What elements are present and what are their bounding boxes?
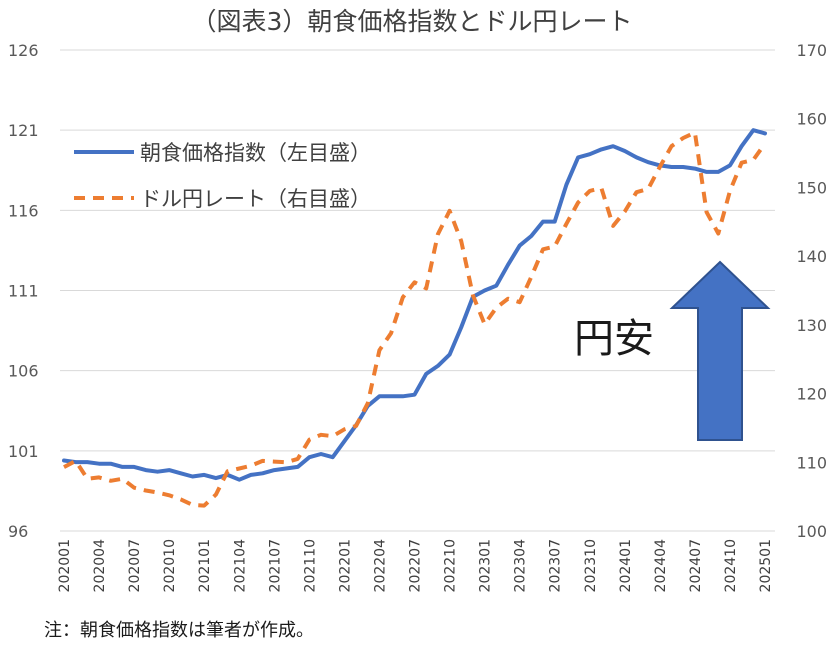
annotation-yen-weak: 円安 <box>574 316 654 362</box>
left-axis: 96 101 106 111 116 121 126 <box>8 41 39 541</box>
footnote: 注：朝食価格指数は筆者が作成。 <box>44 620 314 641</box>
x-tick-label: 202101 <box>197 539 213 592</box>
usdjpy-line <box>63 130 767 508</box>
x-tick-label: 202204 <box>372 539 388 593</box>
up-arrow <box>669 260 771 441</box>
left-tick-label: 101 <box>8 442 39 461</box>
right-tick-label: 140 <box>796 247 827 266</box>
left-tick-label: 96 <box>8 522 28 541</box>
x-tick-label: 202007 <box>127 539 143 592</box>
x-tick-label: 202104 <box>232 539 248 593</box>
right-tick-label: 170 <box>796 41 827 60</box>
x-tick-label: 202307 <box>548 539 564 592</box>
x-tick-label: 202310 <box>583 539 599 592</box>
left-tick-label: 111 <box>8 282 39 301</box>
right-tick-label: 110 <box>796 453 827 472</box>
legend-label-usdjpy: ドル円レート（右目盛） <box>140 187 371 211</box>
breakfast-index-line <box>62 128 767 482</box>
x-tick-label: 202301 <box>478 539 494 592</box>
x-tick-label: 202004 <box>92 539 108 593</box>
x-tick-label: 202107 <box>267 539 283 592</box>
right-tick-label: 160 <box>796 110 827 129</box>
right-tick-label: 100 <box>796 522 827 541</box>
left-tick-label: 121 <box>8 121 39 140</box>
x-tick-label: 202501 <box>758 539 774 592</box>
right-axis: 100 110 120 130 140 150 160 170 <box>796 41 827 541</box>
x-tick-label: 202401 <box>618 539 634 592</box>
series-layer <box>62 128 767 508</box>
right-tick-label: 150 <box>796 178 827 197</box>
x-tick-label: 202407 <box>688 539 704 592</box>
legend: 朝食価格指数（左目盛） ドル円レート（右目盛） <box>74 141 371 211</box>
x-tick-label: 202010 <box>162 539 178 592</box>
x-tick-label: 202404 <box>653 539 669 593</box>
up-arrow-shape <box>669 260 771 441</box>
right-tick-label: 130 <box>796 316 827 335</box>
left-tick-label: 126 <box>8 41 39 60</box>
x-axis: 202001 202004 202007 202010 202101 202104 2021… <box>57 539 774 593</box>
x-tick-label: 202410 <box>723 539 739 592</box>
x-tick-label: 202001 <box>57 539 73 592</box>
right-tick-label: 120 <box>796 385 827 404</box>
gridlines <box>60 49 775 532</box>
x-tick-label: 202304 <box>513 539 529 593</box>
x-tick-label: 202210 <box>443 539 459 592</box>
chart-title: （図表3）朝食価格指数とドル円レート <box>192 7 633 36</box>
x-tick-label: 202201 <box>337 539 353 592</box>
left-tick-label: 116 <box>8 201 39 220</box>
legend-label-breakfast: 朝食価格指数（左目盛） <box>140 141 371 165</box>
x-tick-label: 202207 <box>408 539 424 592</box>
left-tick-label: 106 <box>8 362 39 381</box>
x-tick-label: 202110 <box>302 539 318 592</box>
